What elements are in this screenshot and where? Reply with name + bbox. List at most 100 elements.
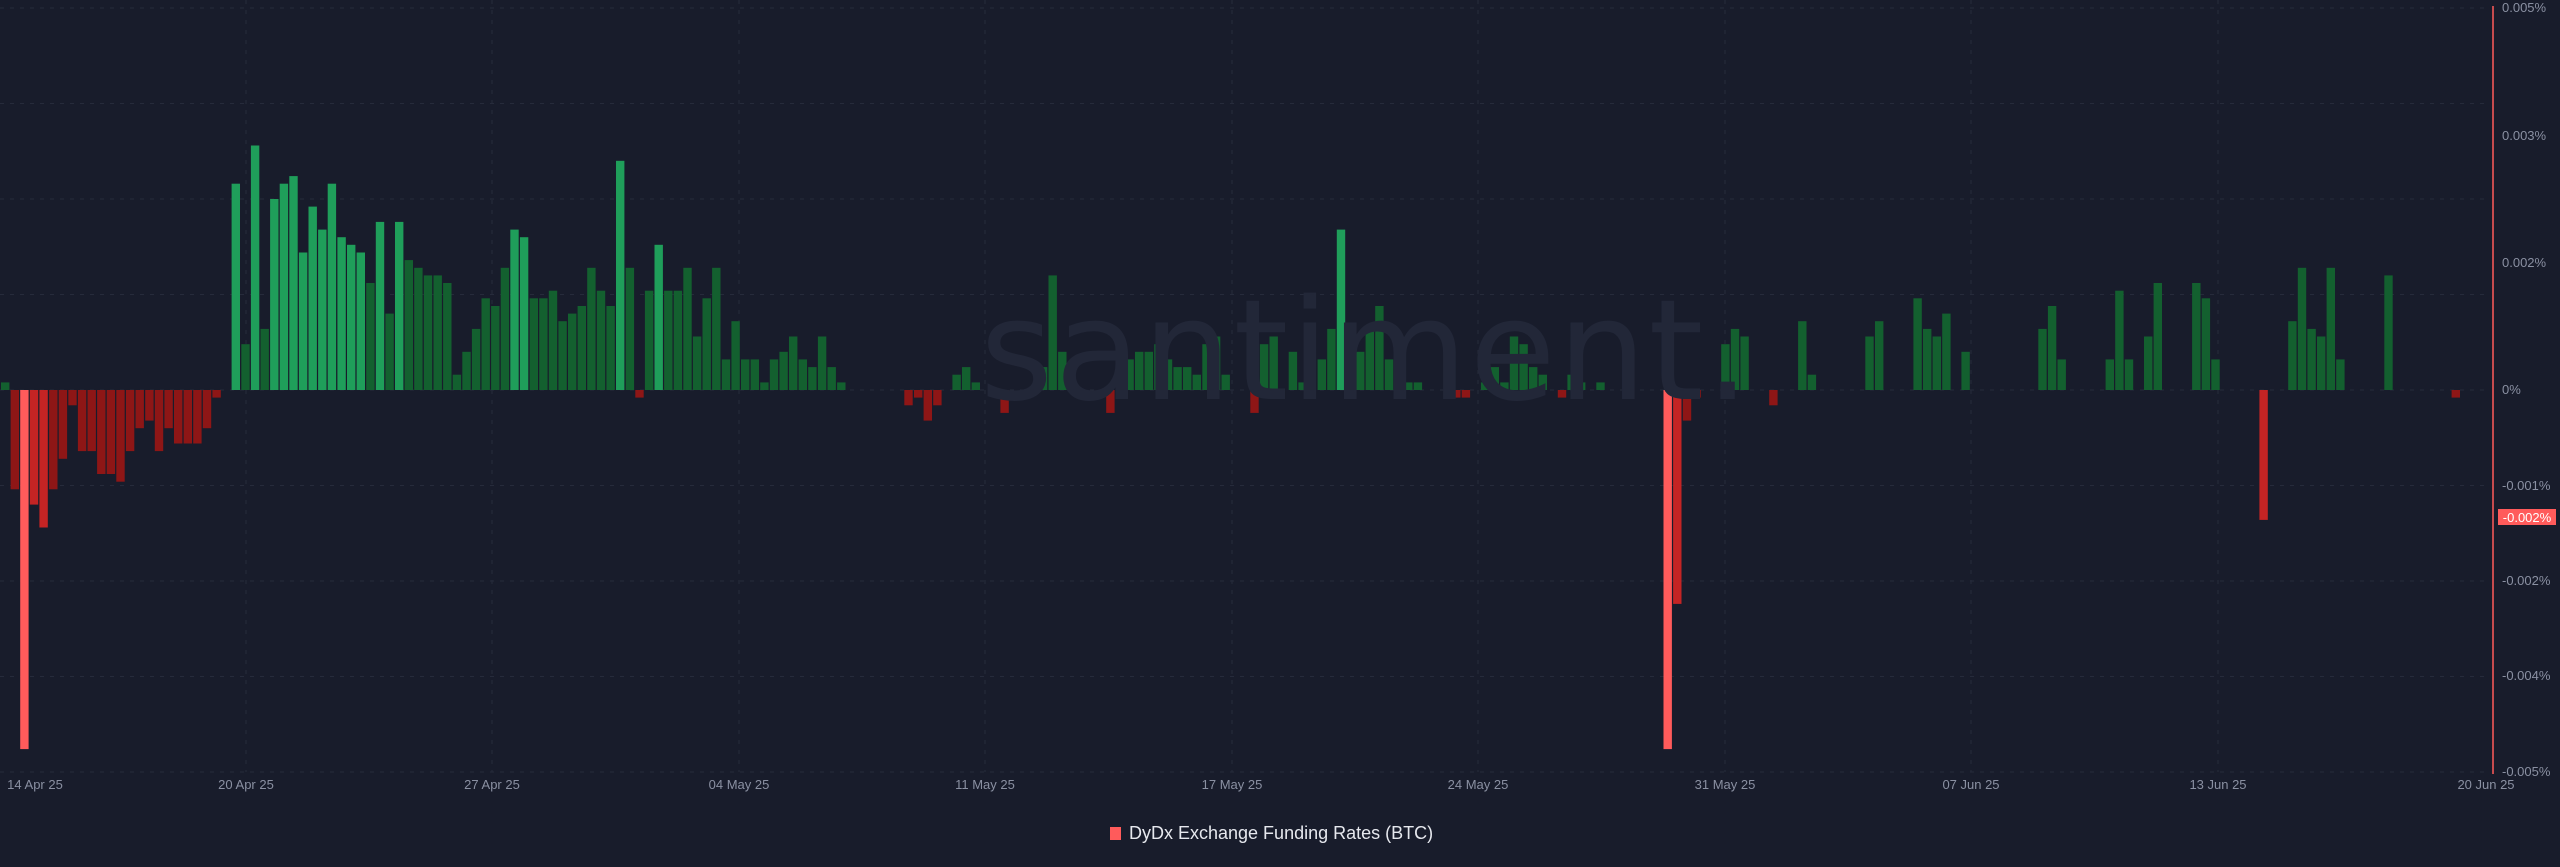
positive-bar[interactable] — [952, 374, 961, 390]
positive-bar[interactable] — [1048, 275, 1057, 390]
positive-bar[interactable] — [529, 298, 538, 390]
negative-bar[interactable] — [1663, 390, 1672, 750]
negative-bar[interactable] — [1452, 390, 1461, 398]
negative-bar[interactable] — [923, 390, 932, 421]
negative-bar[interactable] — [39, 390, 48, 528]
positive-bar[interactable] — [558, 321, 567, 390]
positive-bar[interactable] — [289, 176, 298, 390]
positive-bar[interactable] — [1942, 313, 1951, 390]
negative-bar[interactable] — [77, 390, 87, 452]
negative-bar[interactable] — [1461, 390, 1471, 398]
positive-bar[interactable] — [769, 359, 779, 390]
positive-bar[interactable] — [1577, 382, 1586, 390]
positive-bar[interactable] — [1183, 367, 1192, 390]
positive-bar[interactable] — [817, 336, 827, 391]
positive-bar[interactable] — [1125, 359, 1134, 390]
negative-bar[interactable] — [1673, 390, 1682, 604]
negative-bar[interactable] — [87, 390, 96, 452]
positive-bar[interactable] — [837, 382, 846, 390]
positive-bar[interactable] — [356, 252, 365, 391]
positive-bar[interactable] — [673, 290, 683, 390]
negative-bar[interactable] — [68, 390, 77, 406]
positive-bar[interactable] — [2047, 306, 2057, 390]
positive-bar[interactable] — [2297, 267, 2307, 390]
positive-bar[interactable] — [1625, 382, 1634, 390]
positive-bar[interactable] — [1807, 374, 1817, 390]
positive-bar[interactable] — [2192, 283, 2201, 390]
positive-bar[interactable] — [1356, 351, 1365, 390]
positive-bar[interactable] — [2124, 359, 2134, 390]
positive-bar[interactable] — [731, 321, 740, 390]
negative-bar[interactable] — [58, 390, 68, 459]
positive-bar[interactable] — [2307, 328, 2316, 390]
positive-bar[interactable] — [587, 267, 596, 390]
positive-bar[interactable] — [375, 221, 385, 390]
positive-bar[interactable] — [644, 290, 654, 390]
positive-bar[interactable] — [1317, 359, 1326, 390]
positive-bar[interactable] — [596, 290, 606, 390]
positive-bar[interactable] — [385, 313, 394, 390]
positive-bar[interactable] — [500, 267, 510, 390]
positive-bar[interactable] — [395, 221, 404, 390]
positive-bar[interactable] — [452, 374, 462, 390]
negative-bar[interactable] — [145, 390, 154, 421]
negative-bar[interactable] — [904, 390, 913, 406]
positive-bar[interactable] — [260, 328, 269, 390]
positive-bar[interactable] — [279, 183, 289, 390]
positive-bar[interactable] — [433, 275, 442, 390]
negative-bar[interactable] — [29, 390, 39, 505]
positive-bar[interactable] — [2115, 290, 2124, 390]
positive-bar[interactable] — [664, 290, 673, 390]
positive-bar[interactable] — [231, 183, 240, 390]
positive-bar[interactable] — [1365, 328, 1374, 390]
negative-bar[interactable] — [116, 390, 125, 482]
positive-bar[interactable] — [2384, 275, 2393, 390]
positive-bar[interactable] — [1, 382, 10, 390]
positive-bar[interactable] — [1961, 351, 1970, 390]
negative-bar[interactable] — [2451, 390, 2460, 398]
positive-bar[interactable] — [548, 290, 558, 390]
positive-bar[interactable] — [1038, 367, 1048, 390]
positive-bar[interactable] — [1875, 321, 1884, 390]
positive-bar[interactable] — [1192, 374, 1201, 390]
positive-bar[interactable] — [1932, 336, 1941, 391]
positive-bar[interactable] — [721, 359, 731, 390]
positive-bar[interactable] — [1202, 344, 1211, 390]
positive-bar[interactable] — [712, 267, 721, 390]
positive-bar[interactable] — [347, 244, 356, 390]
positive-bar[interactable] — [366, 283, 375, 390]
positive-bar[interactable] — [1336, 229, 1346, 390]
positive-bar[interactable] — [2336, 359, 2345, 390]
negative-bar[interactable] — [1557, 390, 1567, 398]
positive-bar[interactable] — [779, 351, 788, 390]
positive-bar[interactable] — [308, 206, 317, 390]
positive-bar[interactable] — [2288, 321, 2297, 390]
positive-bar[interactable] — [2144, 336, 2153, 391]
positive-bar[interactable] — [1058, 351, 1067, 390]
positive-bar[interactable] — [2326, 267, 2335, 390]
positive-bar[interactable] — [337, 237, 346, 390]
positive-bar[interactable] — [270, 199, 279, 390]
positive-bar[interactable] — [1490, 367, 1499, 390]
negative-bar[interactable] — [154, 390, 164, 452]
positive-bar[interactable] — [760, 382, 769, 390]
negative-bar[interactable] — [125, 390, 135, 452]
positive-bar[interactable] — [1519, 344, 1528, 390]
positive-bar[interactable] — [616, 160, 625, 390]
positive-bar[interactable] — [1259, 344, 1269, 390]
positive-bar[interactable] — [683, 267, 692, 390]
positive-bar[interactable] — [1529, 367, 1538, 390]
positive-bar[interactable] — [462, 351, 471, 390]
negative-bar[interactable] — [183, 390, 192, 444]
positive-bar[interactable] — [423, 275, 433, 390]
negative-bar[interactable] — [49, 390, 58, 490]
negative-bar[interactable] — [106, 390, 116, 474]
positive-bar[interactable] — [1327, 328, 1336, 390]
positive-bar[interactable] — [1480, 382, 1490, 390]
positive-bar[interactable] — [1730, 328, 1740, 390]
positive-bar[interactable] — [298, 252, 308, 391]
positive-bar[interactable] — [1288, 351, 1298, 390]
positive-bar[interactable] — [1154, 344, 1163, 390]
positive-bar[interactable] — [827, 367, 836, 390]
positive-bar[interactable] — [1538, 374, 1547, 390]
